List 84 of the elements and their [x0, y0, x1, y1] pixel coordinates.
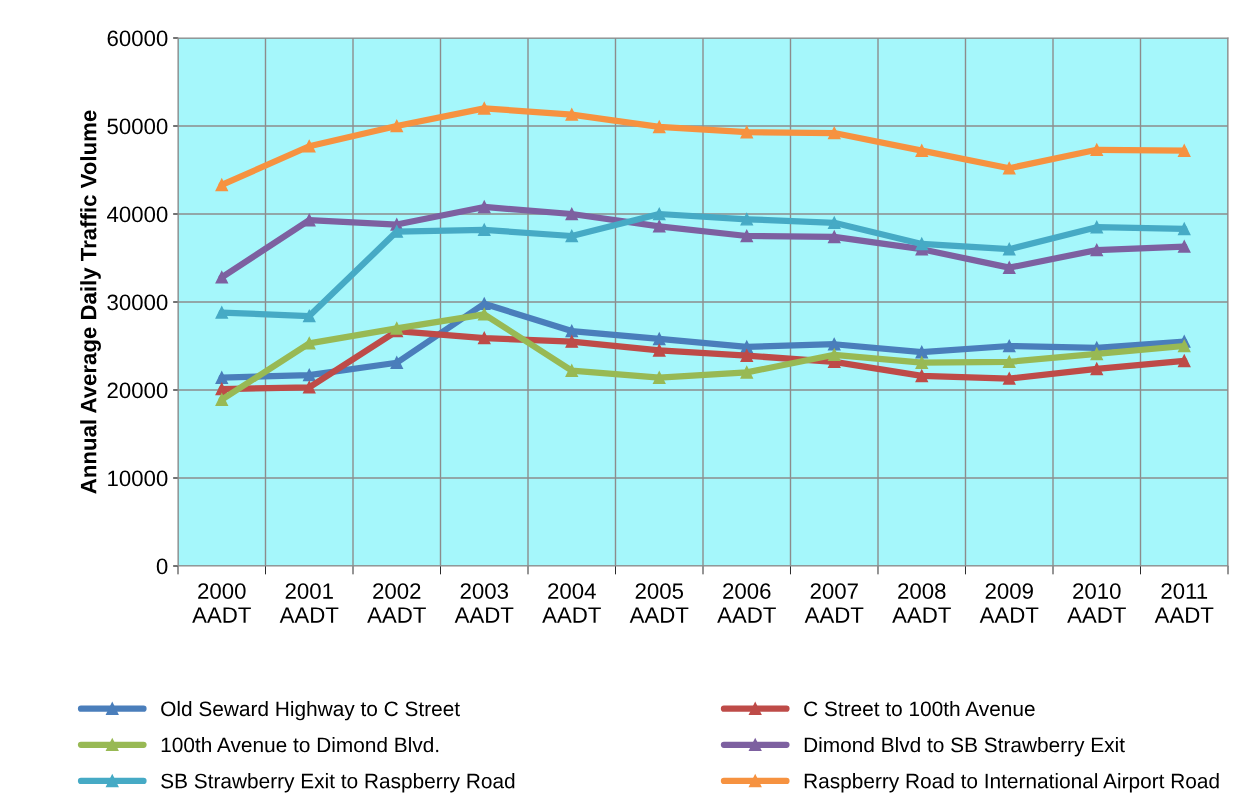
x-tick-label: 2005 AADT	[629, 583, 689, 623]
point	[1002, 161, 1016, 175]
point	[477, 331, 491, 345]
y-tick-label: 0	[156, 558, 168, 575]
point	[915, 369, 929, 383]
point	[740, 366, 754, 379]
x-tick-label: 2010 AADT	[1067, 583, 1126, 623]
point	[215, 371, 229, 384]
point	[740, 349, 754, 362]
point	[477, 308, 491, 321]
point	[652, 371, 666, 384]
point	[477, 102, 491, 115]
point	[827, 216, 841, 230]
x-tick-label: 2008 AADT	[892, 583, 951, 623]
point	[1002, 339, 1016, 353]
point	[827, 126, 841, 140]
point	[1177, 354, 1191, 368]
point	[302, 139, 316, 153]
point	[1090, 347, 1104, 361]
point	[215, 271, 229, 284]
point	[1002, 261, 1016, 274]
x-tick-label: 2009 AADT	[979, 583, 1039, 623]
legend-label: SB Strawberry Exit to Raspberry Road	[161, 773, 515, 793]
point	[652, 332, 666, 346]
x-tick-label: 2003 AADT	[454, 583, 514, 623]
y-tick-label: 60000	[107, 30, 168, 47]
point	[652, 120, 666, 134]
point	[302, 213, 316, 227]
legend-label: 100th Avenue to Dimond Blvd.	[161, 737, 439, 753]
point	[215, 178, 229, 192]
point	[915, 356, 929, 369]
point	[1002, 355, 1016, 369]
point	[215, 393, 229, 406]
point	[1090, 362, 1104, 376]
point	[302, 381, 316, 394]
point	[1177, 144, 1191, 157]
point	[390, 356, 404, 369]
point	[565, 335, 579, 348]
point	[302, 309, 316, 323]
x-tick-label: 2006 AADT	[717, 583, 776, 623]
point	[1177, 339, 1191, 353]
point	[565, 229, 579, 243]
y-axis-title: Annual Average Daily Traffic Volume	[80, 110, 101, 494]
x-tick-label: 2002 AADT	[367, 583, 426, 623]
legend-label: Dimond Blvd to SB Strawberry Exit	[804, 737, 1125, 757]
x-tick-label: 2000 AADT	[192, 583, 251, 623]
point	[1002, 372, 1016, 385]
point	[215, 306, 229, 319]
point	[565, 364, 579, 377]
point	[477, 223, 491, 237]
point	[565, 207, 579, 221]
point	[565, 108, 579, 121]
y-tick-label: 40000	[107, 206, 168, 223]
point	[477, 200, 491, 214]
point	[1090, 243, 1104, 257]
point	[1002, 242, 1016, 256]
y-tick-label: 20000	[107, 382, 168, 399]
x-tick-label: 2004 AADT	[542, 583, 601, 623]
y-tick-label: 10000	[108, 470, 168, 487]
x-tick-label: 2011 AADT	[1154, 583, 1214, 623]
point	[1177, 240, 1191, 253]
x-tick-label: 2001 AADT	[279, 583, 339, 623]
point	[1090, 143, 1104, 157]
point	[652, 220, 666, 233]
legend-label: Raspberry Road to International Airport Road	[804, 773, 1219, 793]
y-tick-label: 30000	[107, 294, 168, 311]
point	[652, 344, 666, 357]
point	[302, 368, 316, 382]
point	[565, 324, 579, 338]
point	[1090, 220, 1104, 234]
point	[827, 230, 841, 244]
point	[740, 229, 754, 243]
legend-label: C Street to 100th Avenue	[804, 700, 1035, 717]
point	[915, 144, 929, 157]
legend-label: Old Seward Highway to C Street	[161, 700, 460, 721]
point	[1177, 222, 1191, 236]
point	[915, 237, 929, 251]
point	[390, 119, 404, 133]
point	[740, 125, 754, 139]
point	[740, 213, 754, 226]
x-tick-label: 2007 AADT	[804, 583, 864, 623]
y-tick-label: 50000	[107, 118, 168, 135]
point	[827, 348, 841, 362]
point	[652, 207, 666, 221]
